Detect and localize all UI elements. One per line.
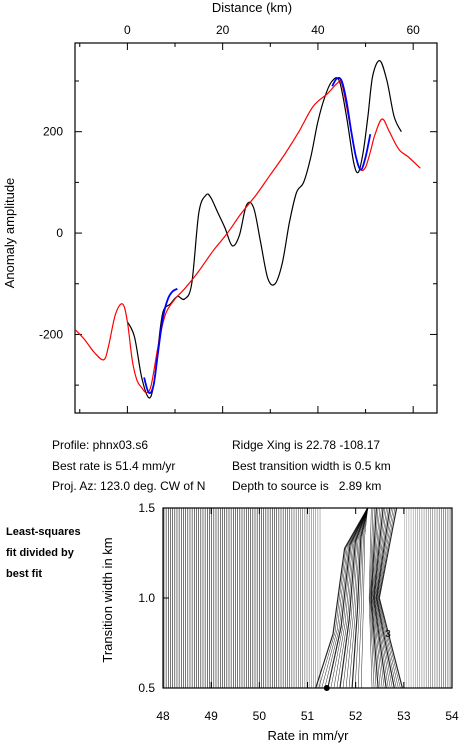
model-profile-line xyxy=(74,79,421,394)
x-tick-label: 50 xyxy=(253,709,267,723)
x-tick-label: 52 xyxy=(349,709,363,723)
contour-line xyxy=(360,507,373,689)
x-tick-label: 51 xyxy=(301,709,315,723)
anomaly-plot-frame xyxy=(74,42,438,414)
contour-line xyxy=(339,507,387,689)
misfit-contour-chart: 48 49 50 51 52 53 54 0.5 1.0 1.5 Rate in mm/yr T… xyxy=(100,501,459,743)
contour-line xyxy=(351,507,379,689)
contour-line xyxy=(324,507,397,689)
projection-azimuth-label: Proj. Az: 123.0 deg. CW of N xyxy=(52,479,206,493)
profile-label: Profile: phnx03.s6 xyxy=(52,438,149,452)
best-rate-label: Best rate is 51.4 mm/yr xyxy=(52,459,176,473)
x-tick-label: 20 xyxy=(216,23,230,37)
ridge-crossing-label: Ridge Xing is 22.78 -108.17 xyxy=(232,438,381,452)
best-transition-label: Best transition width is 0.5 km xyxy=(232,459,391,473)
depth-value: 2.89 km xyxy=(338,479,382,493)
contour-line xyxy=(321,507,399,689)
contour-value-label: 3 xyxy=(385,629,391,640)
x-tick-label: 49 xyxy=(204,709,218,723)
side-note-line: fit divided by xyxy=(6,547,74,559)
x-tick-label: 53 xyxy=(397,709,411,723)
x-tick-label: 0 xyxy=(124,23,131,37)
contour-line xyxy=(336,507,389,689)
side-note-line: Least-squares xyxy=(6,526,81,538)
depth-to-source-label: Depth to source is 2.89 km xyxy=(232,479,381,493)
y-tick-label: 200 xyxy=(43,125,63,139)
y-tick-label: 1.5 xyxy=(138,501,155,515)
contour-field xyxy=(163,507,451,689)
rate-axis-label: Rate in mm/yr xyxy=(268,728,350,743)
anomaly-chart: Distance (km) 0 20 40 60 Anomaly amplitude … xyxy=(2,0,438,414)
x-tick-label: 60 xyxy=(407,23,421,37)
contour-line xyxy=(345,507,383,689)
side-note: Least-squares fit divided by best fit xyxy=(6,522,81,585)
depth-label-text: Depth to source is xyxy=(232,479,329,493)
x-tick-label: 54 xyxy=(445,709,459,723)
contour-line xyxy=(348,507,381,689)
x-tick-label: 40 xyxy=(311,23,325,37)
fit-segment-line xyxy=(143,287,178,394)
best-fit-marker xyxy=(323,685,330,691)
contour-line xyxy=(333,507,391,689)
contour-line xyxy=(327,507,395,689)
y-tick-label: 0 xyxy=(56,226,63,240)
x-tick-label: 48 xyxy=(156,709,170,723)
amplitude-axis-label: Anomaly amplitude xyxy=(2,178,17,289)
y-tick-label: -200 xyxy=(39,327,63,341)
y-tick-label: 1.0 xyxy=(138,591,155,605)
fit-segment-line xyxy=(331,77,372,171)
observed-profile-line xyxy=(126,60,402,399)
transition-width-axis-label: Transition width in km xyxy=(100,537,115,662)
distance-axis-label: Distance (km) xyxy=(212,0,292,15)
side-note-line: best fit xyxy=(6,568,43,580)
contour-line xyxy=(315,507,403,689)
contour-line xyxy=(357,507,375,689)
y-tick-label: 0.5 xyxy=(138,681,155,695)
